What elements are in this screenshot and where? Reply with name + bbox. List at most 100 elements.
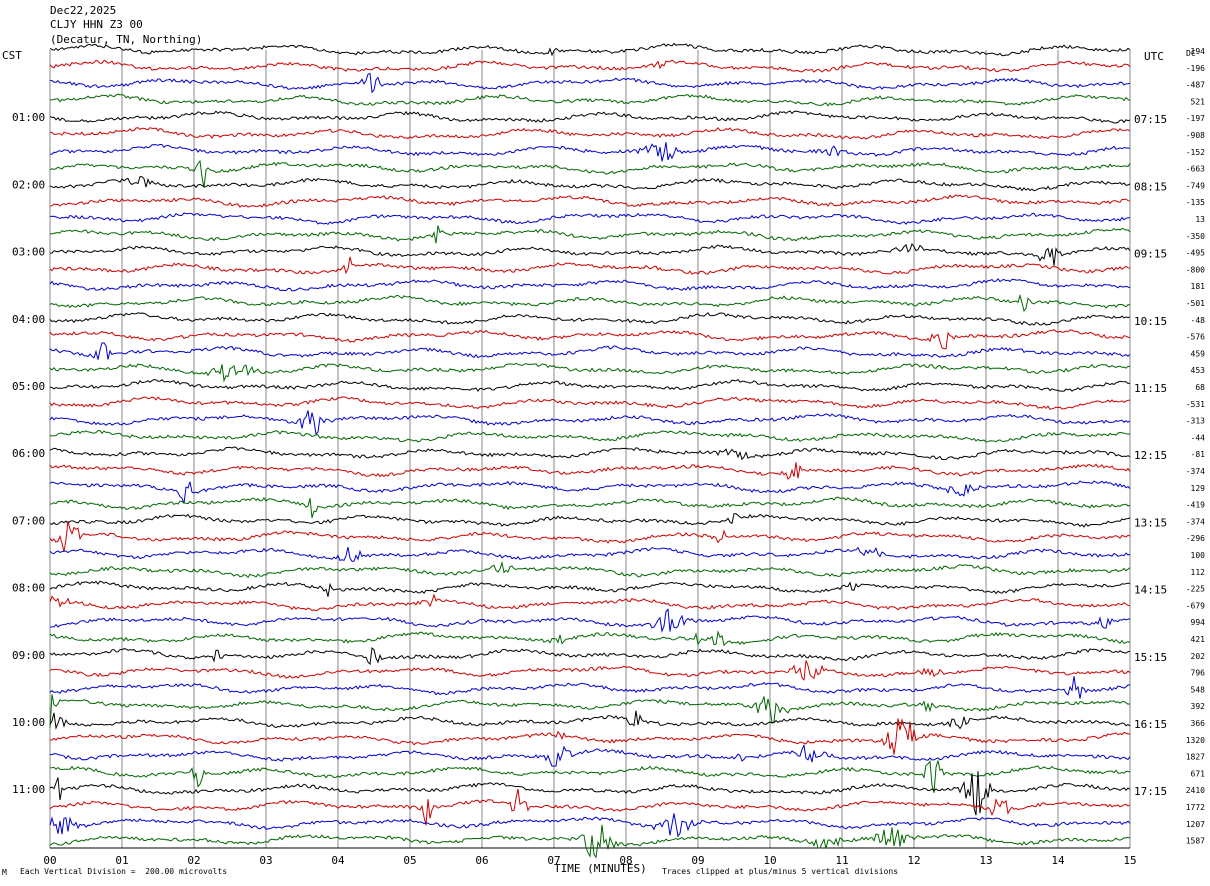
trace-line [49, 59, 1131, 73]
dc-offset-label: -501 [1186, 299, 1205, 308]
dc-offset-label: -531 [1186, 400, 1205, 409]
left-time-label: 03:00 [12, 246, 45, 259]
dc-offset-label: -576 [1186, 333, 1205, 342]
trace-line [49, 788, 1131, 826]
trace-line [49, 608, 1131, 633]
dc-offset-label: -44 [1191, 433, 1206, 442]
trace-line [49, 593, 1131, 612]
dc-offset-label: 1320 [1186, 736, 1205, 745]
trace-line [49, 256, 1131, 275]
x-axis-title: TIME (MINUTES) [554, 862, 647, 875]
trace-line [49, 410, 1131, 436]
utc-label: UTC [1144, 50, 1164, 63]
trace-line [49, 329, 1131, 350]
right-time-label: 11:15 [1134, 382, 1167, 395]
trace-line [49, 127, 1131, 140]
trace-line [49, 546, 1131, 562]
left-time-label: 04:00 [12, 313, 45, 326]
trace-line [49, 496, 1131, 519]
trace-line [49, 480, 1131, 504]
right-time-label: 17:15 [1134, 785, 1167, 798]
clip-note: Traces clipped at plus/minus 5 vertical … [662, 867, 899, 876]
dc-offset-label: -749 [1186, 181, 1205, 190]
left-time-label: 10:00 [12, 716, 45, 729]
right-time-label: 16:15 [1134, 718, 1167, 731]
axis-labels: 00 01 02 03 04 05 06 07 08 09 10 11 12 13 14 15 01:00 02:… [12, 47, 1205, 867]
right-time-label: 13:15 [1134, 516, 1167, 529]
x-tick-label: 05 [403, 854, 416, 867]
x-tick-label: 13 [979, 854, 992, 867]
right-time-label: 12:15 [1134, 449, 1167, 462]
left-time-label: 06:00 [12, 447, 45, 460]
dc-offset-label: 2410 [1186, 786, 1205, 795]
dc-offset-label: -197 [1186, 114, 1205, 123]
trace-line [49, 813, 1131, 838]
trace-line [49, 93, 1131, 107]
right-time-label: 07:15 [1134, 113, 1167, 126]
trace-line [49, 660, 1131, 681]
dc-offset-label: 994 [1191, 618, 1206, 627]
dc-offset-label: 521 [1191, 97, 1206, 106]
x-tick-label: 08 [619, 854, 632, 867]
x-tick-label: 14 [1051, 854, 1065, 867]
right-time-label: 10:15 [1134, 315, 1167, 328]
dc-offset-label: -374 [1186, 467, 1205, 476]
dc-label: DC [1186, 49, 1196, 58]
dc-offset-label: 366 [1191, 719, 1206, 728]
trace-line [49, 446, 1131, 461]
dc-offset-label: 129 [1191, 484, 1206, 493]
trace-line [49, 824, 1131, 859]
dc-offset-label: 671 [1191, 769, 1206, 778]
trace-line [49, 396, 1130, 410]
dc-offset-label: 1587 [1186, 837, 1205, 846]
right-time-label: 14:15 [1134, 584, 1167, 597]
trace-line [49, 176, 1131, 192]
trace-line [49, 760, 1131, 793]
location-label: (Decatur, TN, Northing) [50, 33, 203, 46]
corner-mark: M [2, 868, 7, 877]
trace-line [49, 710, 1131, 730]
x-tick-label: 04 [331, 854, 345, 867]
dc-offset-label: 194 [1191, 47, 1206, 56]
right-time-label: 09:15 [1134, 248, 1167, 261]
dc-offset-label: 1827 [1186, 753, 1205, 762]
trace-line [49, 676, 1131, 699]
dc-offset-label: -679 [1186, 601, 1205, 610]
dc-offset-label: 112 [1191, 568, 1206, 577]
trace-line [49, 694, 1131, 729]
dc-offset-label: -663 [1186, 165, 1205, 174]
trace-line [49, 110, 1131, 124]
trace-line [49, 277, 1131, 292]
x-tick-label: 06 [475, 854, 488, 867]
trace-line [49, 42, 1131, 57]
dc-offset-label: 459 [1191, 349, 1206, 358]
trace-line [49, 647, 1131, 666]
left-time-label: 01:00 [12, 111, 45, 124]
trace-line [49, 72, 1131, 94]
right-time-label: 08:15 [1134, 180, 1167, 193]
x-tick-label: 12 [907, 854, 920, 867]
dc-offset-label: -487 [1186, 81, 1205, 90]
dc-offset-label: 100 [1191, 551, 1206, 560]
left-time-label: 02:00 [12, 178, 45, 191]
minute-gridlines [49, 50, 1131, 849]
trace-line [49, 342, 1131, 360]
trace-line [49, 362, 1131, 383]
x-tick-label: 07 [547, 854, 560, 867]
trace-line [49, 580, 1131, 597]
x-tick-label: 03 [259, 854, 272, 867]
dc-offset-label: -225 [1186, 585, 1205, 594]
cst-label: CST [2, 49, 22, 62]
dc-offset-label: -48 [1191, 316, 1206, 325]
dc-offset-label: 421 [1191, 635, 1206, 644]
left-time-label: 11:00 [12, 783, 45, 796]
dc-offset-label: 202 [1191, 652, 1206, 661]
left-time-label: 09:00 [12, 649, 45, 662]
dc-offset-label: 1207 [1186, 820, 1205, 829]
trace-line [49, 159, 1131, 188]
dc-offset-label: -196 [1186, 64, 1205, 73]
x-tick-label: 09 [691, 854, 704, 867]
right-time-label: 15:15 [1134, 651, 1167, 664]
dc-offset-label: -800 [1186, 265, 1205, 274]
